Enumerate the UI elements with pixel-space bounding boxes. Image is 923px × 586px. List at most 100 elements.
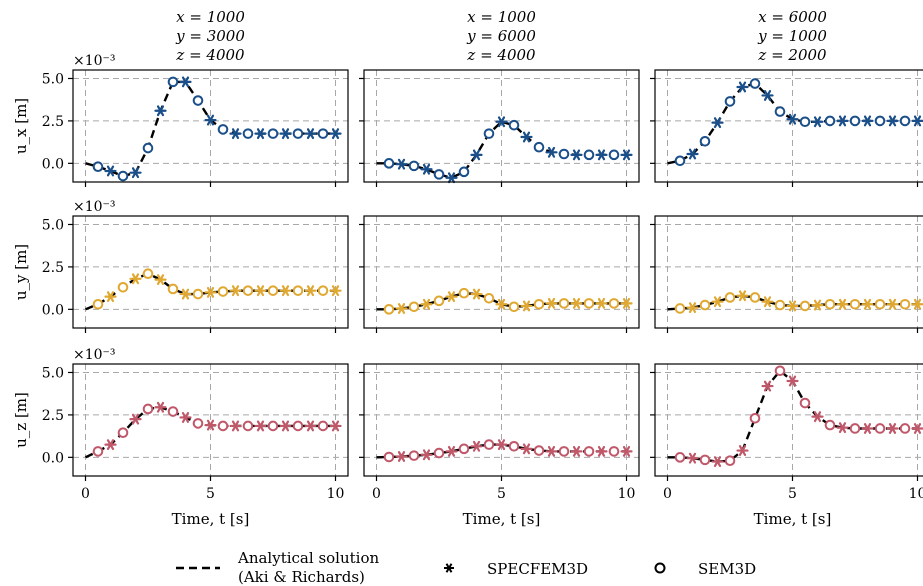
sem3d-marker: [899, 423, 911, 434]
specfem-marker: [786, 300, 799, 312]
specfem-marker: [229, 128, 242, 140]
specfem-marker: [129, 167, 142, 179]
column-title-line: z = 4000: [466, 46, 536, 64]
specfem-marker: [545, 146, 558, 158]
sem3d-marker: [724, 96, 736, 107]
sem3d-marker: [899, 298, 911, 310]
sem3d-marker: [799, 300, 811, 312]
specfem-marker: [911, 298, 923, 310]
specfem-marker: [811, 411, 824, 423]
sem3d-marker: [292, 128, 304, 139]
sem3d-marker: [874, 298, 886, 310]
specfem-marker: [836, 298, 849, 310]
x-tick-label: 10: [327, 486, 345, 502]
x-tick-label: 10: [618, 486, 636, 502]
sem3d-marker: [167, 76, 179, 88]
specfem-marker: [104, 439, 117, 451]
sem3d-marker: [483, 128, 495, 139]
sem3d-marker: [408, 301, 420, 313]
specfem-marker: [329, 285, 342, 297]
panel-u_x-col1: 0.0 2.5 5.0 ×10⁻³: [42, 53, 349, 187]
sem3d-marker: [267, 285, 279, 296]
sem3d-marker: [483, 293, 495, 304]
specfem-marker: [811, 116, 824, 128]
y-tick-label: 0.0: [42, 302, 64, 318]
specfem-marker: [620, 445, 633, 457]
specfem-marker: [495, 298, 508, 310]
panel-u_y-col3: [650, 215, 923, 333]
y-tick-label: 2.5: [42, 408, 64, 424]
specfem-marker: [686, 302, 699, 314]
legend-analytical-label-2: (Aki & Richards): [238, 568, 365, 586]
sem3d-marker: [533, 141, 545, 153]
specfem-marker: [911, 115, 923, 127]
panel-u_z-col3: 0 5 10 Time, t [s]: [650, 363, 923, 528]
x-tick-label: 5: [206, 486, 215, 502]
specfem-marker: [736, 81, 749, 93]
x-axis-label: Time, t [s]: [463, 510, 541, 528]
sem3d-marker: [558, 298, 570, 309]
specfem-marker: [886, 423, 899, 434]
sem3d-marker: [242, 128, 254, 139]
y-axis-label: u_z [m]: [12, 392, 30, 448]
column-title-line: y = 6000: [466, 27, 536, 45]
specfem-marker: [254, 420, 267, 432]
sem3d-marker: [724, 455, 736, 467]
sem3d-marker: [142, 268, 154, 279]
sem3d-marker: [849, 115, 861, 127]
x-axis-label: Time, t [s]: [754, 510, 832, 528]
sem3d-marker: [242, 420, 254, 432]
sem3d-marker: [533, 445, 545, 456]
y-tick-label: 0.0: [42, 450, 64, 466]
specfem-marker: [736, 445, 749, 456]
specfem-marker: [595, 149, 608, 161]
legend-sem-label: SEM3D: [698, 560, 756, 578]
specfem-marker: [304, 420, 317, 432]
sem3d-marker: [317, 285, 329, 296]
sem3d-marker: [508, 301, 520, 313]
specfem-marker: [420, 298, 433, 310]
specfem-marker: [811, 299, 824, 311]
specfem-marker: [470, 149, 483, 161]
y-tick-label: 2.5: [42, 114, 64, 130]
sem3d-marker: [267, 128, 279, 139]
y-tick-label: 5.0: [42, 71, 64, 87]
specfem-marker: [204, 286, 217, 298]
sem3d-marker: [217, 420, 229, 432]
sem3d-marker: [583, 149, 595, 161]
specfem-marker: [395, 158, 408, 170]
legend-specfem-label: SPECFEM3D: [487, 560, 588, 578]
x-tick-label: 10: [909, 486, 923, 502]
specfem-marker: [711, 456, 724, 468]
sem3d-marker: [508, 441, 520, 452]
panel-u_y-col1: 0.0 2.5 5.0 ×10⁻³: [42, 199, 349, 333]
specfem-marker: [395, 303, 408, 314]
specfem-marker: [329, 128, 342, 140]
column-title-line: z = 2000: [757, 46, 827, 64]
specfem-marker: [570, 149, 583, 161]
specfem-marker: [129, 273, 142, 285]
sem3d-marker: [824, 419, 836, 431]
specfem-marker: [154, 274, 167, 286]
specfem-marker: [761, 380, 774, 392]
sem3d-marker: [533, 298, 545, 310]
specfem-marker: [761, 296, 774, 308]
specfem-marker: [861, 298, 874, 310]
specfem-marker: [861, 115, 874, 127]
sem3d-marker: [774, 106, 786, 117]
sem3d-marker: [383, 304, 395, 315]
sem3d-marker: [192, 95, 204, 106]
specfem-marker: [711, 117, 724, 129]
sem3d-marker: [117, 281, 129, 293]
y-tick-label: 0.0: [42, 156, 64, 172]
sem3d-marker: [774, 299, 786, 311]
sem3d-marker: [167, 283, 179, 295]
specfem-marker: [329, 420, 342, 432]
panels: 0.0 2.5 5.0 ×10⁻³ 0.0 2.5 5.0 ×10⁻³ 0.0 2.5 5.0 ×10…: [42, 53, 923, 528]
sem3d-marker: [458, 287, 470, 299]
sem3d-marker: [217, 124, 229, 135]
column-title-line: x = 6000: [758, 8, 827, 26]
y-scale-label: ×10⁻³: [73, 53, 116, 69]
sem3d-marker: [192, 418, 204, 429]
sem3d-marker: [192, 288, 204, 300]
